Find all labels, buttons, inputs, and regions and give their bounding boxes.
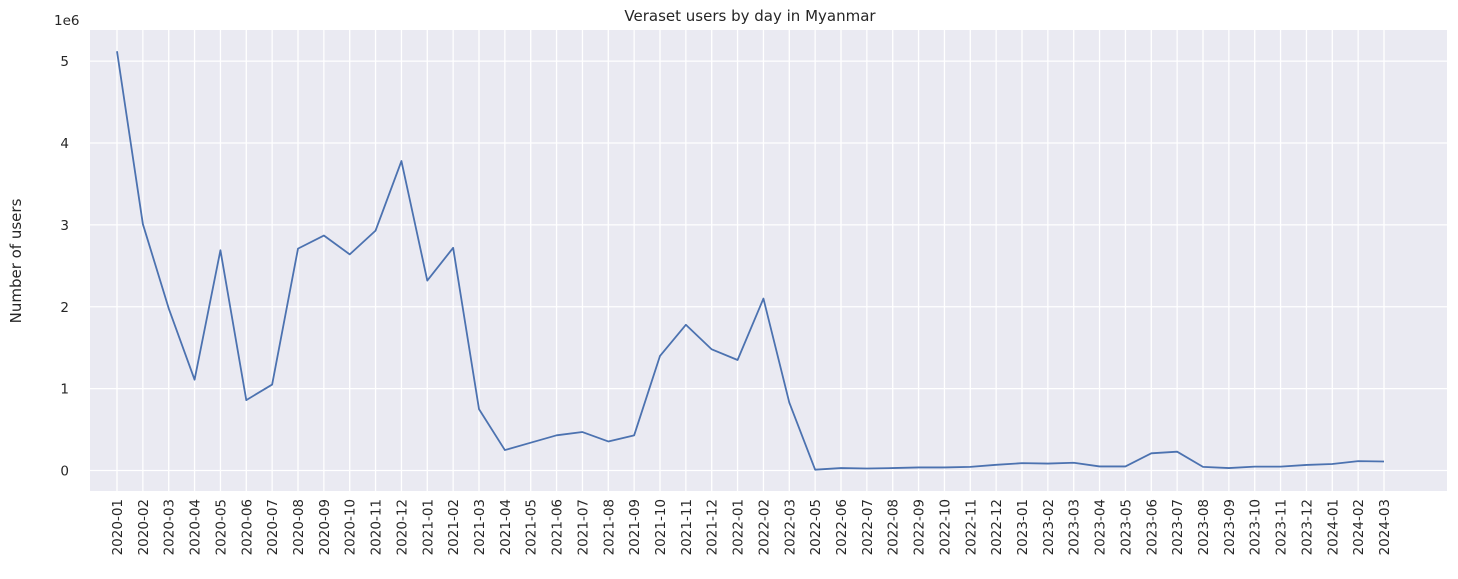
x-tick-label: 2021-07	[575, 499, 591, 555]
x-tick-label: 2024-02	[1351, 499, 1367, 555]
y-tick-label: 5	[60, 54, 69, 70]
x-tick-label: 2020-05	[213, 499, 229, 555]
x-tick-label: 2023-09	[1222, 499, 1238, 555]
x-tick-label: 2022-12	[989, 499, 1005, 555]
x-tick-label: 2023-01	[1015, 499, 1031, 555]
x-tick-label: 2022-11	[963, 499, 979, 555]
x-tick-label: 2024-01	[1325, 499, 1341, 555]
x-tick-label: 2022-06	[834, 499, 850, 555]
y-tick-label: 0	[60, 464, 69, 480]
x-tick-labels: 2020-01 2020-02 2020-03 2020-04 2020-05 2020-…	[110, 499, 1393, 555]
x-tick-label: 2021-05	[524, 499, 540, 555]
x-tick-label: 2023-12	[1299, 499, 1315, 555]
plot-background	[90, 30, 1447, 491]
y-tick-label: 1	[60, 382, 69, 398]
x-tick-label: 2023-02	[1041, 499, 1057, 555]
chart-title: Veraset users by day in Myanmar	[624, 7, 876, 25]
x-tick-label: 2021-03	[472, 499, 488, 555]
x-tick-label: 2023-07	[1170, 499, 1186, 555]
x-tick-label: 2022-02	[756, 499, 772, 555]
x-tick-label: 2023-08	[1196, 499, 1212, 555]
x-tick-label: 2020-10	[343, 499, 359, 555]
x-tick-label: 2023-05	[1118, 499, 1134, 555]
x-tick-label: 2020-09	[317, 499, 333, 555]
y-offset-text: 1e6	[54, 13, 79, 29]
x-tick-label: 2023-06	[1144, 499, 1160, 555]
x-tick-label: 2024-03	[1377, 499, 1393, 555]
x-tick-label: 2021-12	[705, 499, 721, 555]
y-axis-title: Number of users	[7, 198, 25, 323]
x-tick-label: 2020-08	[291, 499, 307, 555]
x-tick-label: 2020-12	[394, 499, 410, 555]
x-tick-label: 2021-11	[679, 499, 695, 555]
x-tick-label: 2022-09	[912, 499, 928, 555]
x-tick-label: 2020-06	[239, 499, 255, 555]
x-tick-label: 2020-04	[188, 499, 204, 555]
x-tick-label: 2021-09	[627, 499, 643, 555]
x-tick-label: 2023-03	[1067, 499, 1083, 555]
y-tick-label: 2	[60, 300, 69, 316]
x-tick-label: 2022-05	[808, 499, 824, 555]
x-tick-label: 2021-10	[653, 499, 669, 555]
x-tick-label: 2020-11	[369, 499, 385, 555]
x-tick-label: 2022-03	[782, 499, 798, 555]
x-tick-label: 2020-01	[110, 499, 126, 555]
x-tick-label: 2022-10	[937, 499, 953, 555]
x-tick-label: 2021-02	[446, 499, 462, 555]
y-tick-labels: 0 1 2 3 4 5	[60, 54, 69, 479]
x-tick-label: 2021-04	[498, 499, 514, 555]
x-tick-label: 2023-04	[1093, 499, 1109, 555]
y-gridlines	[90, 60, 1447, 472]
y-tick-label: 4	[60, 136, 69, 152]
x-tick-label: 2020-03	[162, 499, 178, 555]
x-tick-label: 2021-06	[550, 499, 566, 555]
x-tick-label: 2023-10	[1248, 499, 1264, 555]
x-tick-label: 2022-01	[731, 499, 747, 555]
x-tick-label: 2022-07	[860, 499, 876, 555]
x-tick-label: 2022-08	[886, 499, 902, 555]
x-tick-label: 2021-01	[420, 499, 436, 555]
y-tick-label: 3	[60, 218, 69, 234]
x-gridlines	[116, 30, 1385, 491]
series-line	[116, 51, 1385, 471]
x-tick-label: 2023-11	[1274, 499, 1290, 555]
x-tick-label: 2020-07	[265, 499, 281, 555]
x-tick-label: 2020-02	[136, 499, 152, 555]
x-tick-label: 2021-08	[601, 499, 617, 555]
